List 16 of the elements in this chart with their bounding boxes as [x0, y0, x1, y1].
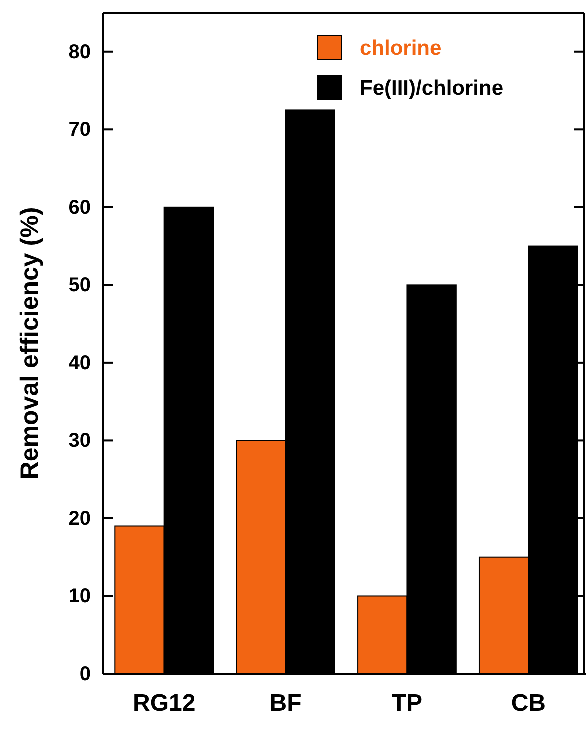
y-tick-label: 20 — [68, 508, 91, 530]
x-tick-label: BF — [270, 690, 302, 718]
x-tick-label: TP — [392, 690, 423, 718]
y-tick-label: 30 — [68, 430, 91, 452]
y-tick-label: 50 — [68, 274, 91, 297]
y-tick-label: 0 — [80, 663, 91, 686]
y-tick-label: 40 — [68, 352, 91, 374]
legend-label: Fe(III)/chlorine — [360, 77, 504, 100]
x-tick-label: CB — [511, 690, 546, 718]
y-tick-label: 70 — [68, 119, 91, 142]
y-tick-label: 60 — [68, 196, 91, 219]
y-axis-title: Removal efficiency (%) — [16, 207, 44, 480]
y-tick-label: 10 — [68, 586, 91, 608]
x-tick-label: RG12 — [132, 690, 196, 718]
legend-label: chlorine — [360, 37, 442, 60]
y-tick-label: 80 — [68, 41, 91, 64]
